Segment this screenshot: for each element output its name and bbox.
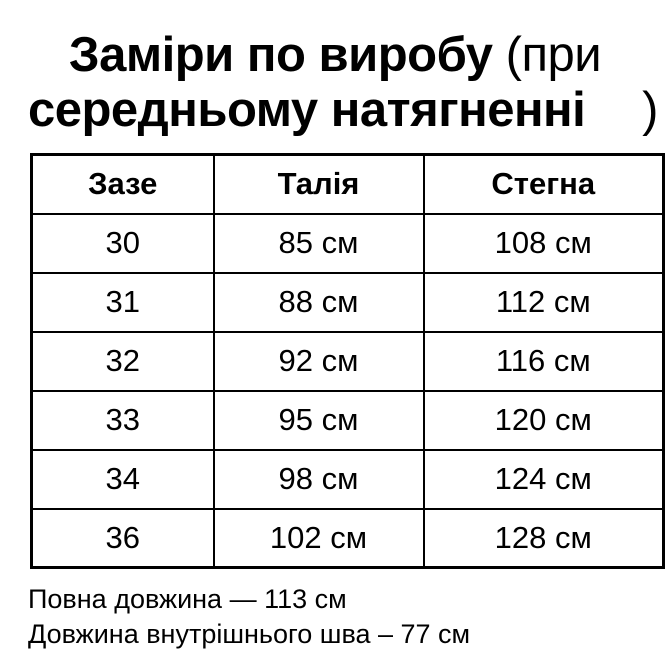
size-cell: 30 [30,212,215,274]
waist-cell: 95 см [212,389,425,451]
title-line-2: середньому натягненні ) [0,83,670,138]
length-notes: Повна довжина — 113 см Довжина внутрішнь… [28,582,670,652]
hips-cell: 108 см [422,212,665,274]
title-paren-close-text: ) [642,83,658,137]
hips-cell: 116 см [422,330,665,392]
waist-cell: 98 см [212,448,425,510]
inseam-length-note: Довжина внутрішнього шва – 77 см [28,619,471,649]
table-row: 34 98 см 124 см [30,448,665,510]
size-cell: 31 [30,271,215,333]
size-table: Зазе Талія Стегна 30 85 см 108 см 31 88 … [30,153,665,569]
column-header-size: Зазе [30,153,215,215]
column-header-waist: Талія [212,153,425,215]
size-cell: 34 [30,448,215,510]
size-cell: 32 [30,330,215,392]
waist-cell: 92 см [212,330,425,392]
hips-cell: 112 см [422,271,665,333]
table-row: 36 102 см 128 см [30,507,665,569]
table-row: 31 88 см 112 см [30,271,665,333]
waist-cell: 88 см [212,271,425,333]
table-header-row: Зазе Талія Стегна [30,153,665,215]
size-cell: 33 [30,389,215,451]
hips-cell: 128 см [422,507,665,569]
waist-cell: 102 см [212,507,425,569]
waist-cell: 85 см [212,212,425,274]
title-paren-open-text: (при [505,28,602,82]
size-cell: 36 [30,507,215,569]
title-bold-text: Заміри по виробу [68,28,493,82]
page-title: Заміри по виробу (при середньому натягне… [0,0,670,138]
table-row: 33 95 см 120 см [30,389,665,451]
table-row: 30 85 см 108 см [30,212,665,274]
hips-cell: 120 см [422,389,665,451]
full-length-note: Повна довжина — 113 см [28,584,347,614]
title-line-1: Заміри по виробу (при [0,28,670,83]
column-header-hips: Стегна [422,153,665,215]
table-row: 32 92 см 116 см [30,330,665,392]
title-bold-text-2: середньому натягненні [28,83,586,137]
hips-cell: 124 см [422,448,665,510]
